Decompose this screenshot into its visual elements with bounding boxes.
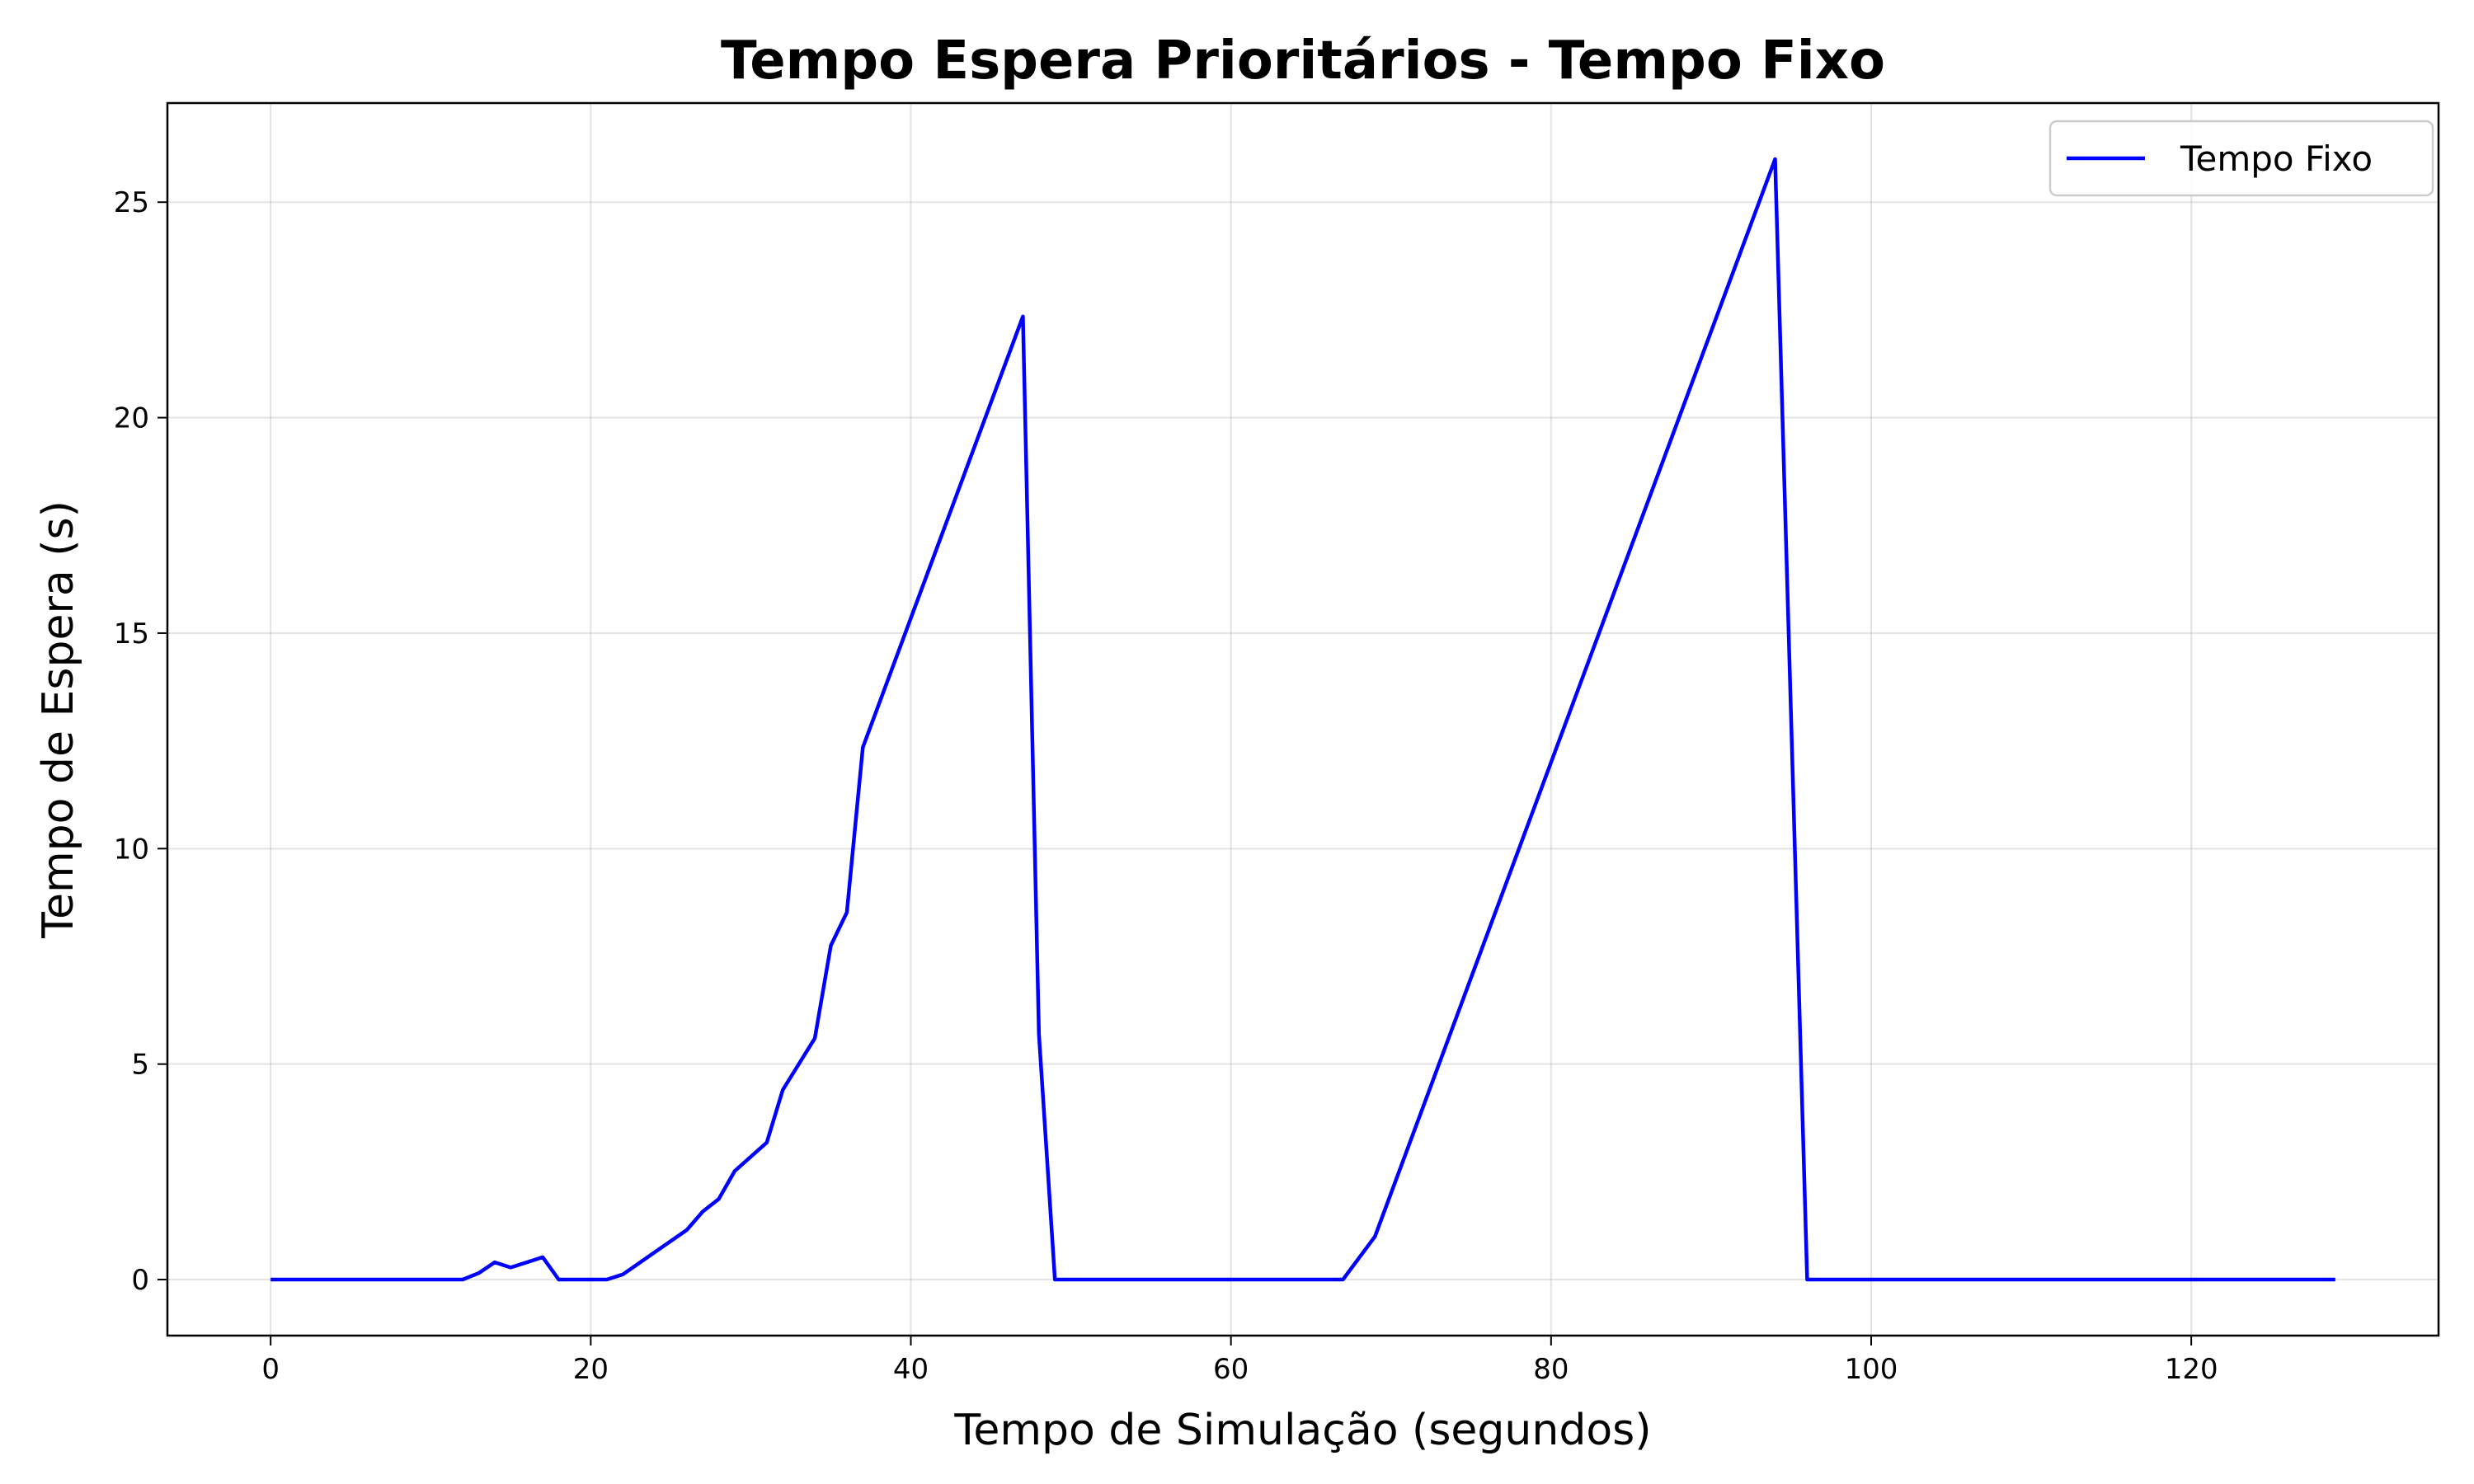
y-tick-label: 5: [131, 1049, 149, 1082]
plot-area-frame: [166, 101, 2440, 1337]
y-tick-label: 10: [114, 833, 149, 866]
legend: Tempo Fixo: [2048, 120, 2434, 197]
y-axis-label: Tempo de Espera (s): [34, 500, 83, 939]
x-tick-label: 20: [573, 1353, 609, 1386]
legend-box: [2048, 120, 2434, 197]
axis-ticks: 0 20 40 60 80 100 120 0 5 10 15 20 25: [114, 186, 2218, 1386]
x-axis-label: Tempo de Simulação (segundos): [953, 1406, 1651, 1455]
x-tick-label: 0: [261, 1353, 280, 1386]
y-tick-label: 25: [114, 186, 149, 219]
legend-label: Tempo Fixo: [2180, 139, 2373, 179]
x-tick-label: 80: [1533, 1353, 1569, 1386]
chart-title: Tempo Espera Prioritários - Tempo Fixo: [721, 31, 1885, 92]
y-tick-label: 20: [114, 402, 149, 435]
x-tick-label: 120: [2165, 1353, 2218, 1386]
series-layer: [270, 157, 2335, 1282]
grid-lines: [167, 103, 2439, 1336]
y-tick-label: 0: [131, 1264, 149, 1297]
x-tick-label: 60: [1213, 1353, 1249, 1386]
x-tick-label: 100: [1845, 1353, 1898, 1386]
series-line: [270, 157, 2335, 1282]
x-tick-label: 40: [893, 1353, 929, 1386]
y-tick-label: 15: [114, 618, 149, 650]
